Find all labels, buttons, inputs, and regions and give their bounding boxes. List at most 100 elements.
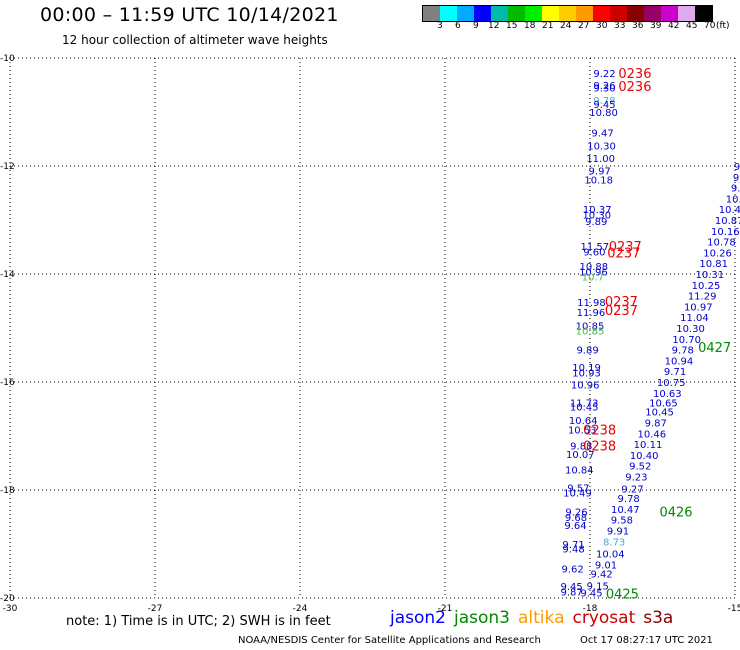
- scale-label: 27: [578, 21, 590, 31]
- wave-height-value: 9.52: [629, 462, 651, 473]
- wave-height-value: 10.87: [715, 216, 740, 227]
- credit-line: NOAA/NESDIS Center for Satellite Applica…: [238, 635, 541, 646]
- wave-height-observations: 9.229.269.309.789.4510.809.4710.3011.009…: [561, 69, 740, 599]
- scale-swatch: [457, 6, 474, 21]
- wave-height-value: 9.23: [625, 473, 647, 484]
- lat-tick-label: -20: [0, 594, 15, 604]
- wave-height-value: 10.80: [589, 108, 618, 119]
- lat-tick-label: -16: [0, 378, 15, 388]
- scale-swatch: [695, 6, 712, 21]
- wave-height-value: 9.8: [731, 184, 740, 195]
- lon-tick-label: -27: [148, 604, 163, 614]
- wave-height-value: 9.42: [590, 570, 612, 581]
- lon-tick-label: -30: [3, 604, 18, 614]
- satellite-legend: jason2 jason3 altika cryosat s3a: [390, 608, 681, 628]
- wave-height-value: 11.98: [577, 298, 606, 309]
- wave-height-value: 9.78: [593, 96, 615, 107]
- wave-height-value: 9.78: [672, 346, 694, 357]
- wave-height-value: 9.45: [593, 100, 615, 111]
- lon-tick-label: -18: [583, 604, 598, 614]
- wave-height-value: 9.62: [561, 564, 583, 575]
- pass-time-label: 0427: [698, 341, 731, 356]
- lon-tick-label: -15: [728, 604, 740, 614]
- scale-label: 42: [668, 21, 680, 31]
- wave-height-value: 10.93: [572, 368, 601, 379]
- wave-height-value: 10.96: [579, 267, 608, 278]
- map-grid: [9, 57, 736, 599]
- wave-height-value: 10.97: [684, 302, 713, 313]
- wave-height-value: 10.30: [676, 324, 705, 335]
- scale-swatch: [678, 6, 695, 21]
- wave-height-value: 10.84: [565, 465, 594, 476]
- wave-height-value: 9.45: [580, 589, 602, 600]
- scale-swatch: [423, 6, 440, 21]
- wave-height-value: 11.96: [577, 308, 606, 319]
- legend-cryosat: cryosat: [572, 608, 636, 628]
- scale-swatch: [559, 6, 576, 21]
- generation-timestamp: Oct 17 08:27:17 UTC 2021: [580, 635, 713, 646]
- scale-swatch: [627, 6, 644, 21]
- map-subtitle: 12 hour collection of altimeter wave hei…: [62, 33, 328, 47]
- lat-tick-label: -12: [0, 162, 15, 172]
- scale-label: 9: [473, 21, 479, 31]
- scale-swatch: [508, 6, 525, 21]
- wave-height-value: 10.25: [692, 281, 721, 292]
- wave-height-value: 10.19: [572, 363, 601, 374]
- wave-height-value: 9.88: [570, 442, 592, 453]
- wave-height-value: 9.15: [587, 582, 609, 593]
- satellite-pass-times: 0236023602370237023702370238023804270426…: [583, 67, 731, 603]
- legend-jason3: jason3: [454, 608, 510, 628]
- wave-height-value: 11.57: [581, 242, 610, 253]
- wave-height-value: 9.89: [576, 346, 598, 357]
- legend-s3a: s3a: [643, 608, 674, 628]
- scale-label: (ft): [716, 21, 730, 31]
- wave-height-value: 10.16: [711, 227, 740, 238]
- wave-height-value: 9.58: [611, 516, 633, 527]
- wave-height-value: 10.78: [707, 238, 736, 249]
- wave-height-value: 10.37: [583, 205, 612, 216]
- pass-time-label: 0238: [583, 424, 616, 439]
- wave-height-value: 9.78: [618, 494, 640, 505]
- wave-height-color-scale: [422, 5, 713, 22]
- wave-height-value: 10.04: [596, 550, 625, 561]
- wave-height-value: 10.30: [587, 141, 616, 152]
- wave-height-value: 8.73: [603, 537, 625, 548]
- pass-time-label: 0236: [618, 67, 651, 82]
- wave-height-value: 9.68: [565, 513, 587, 524]
- scale-swatch: [576, 6, 593, 21]
- pass-time-label: 0237: [609, 240, 642, 255]
- wave-height-value: 9.91: [607, 527, 629, 538]
- scale-swatch: [542, 6, 559, 21]
- pass-time-label: 0425: [606, 588, 639, 603]
- wave-height-value: 9.9: [734, 162, 740, 173]
- wave-height-value: 10.2: [726, 194, 740, 205]
- scale-label: 6: [455, 21, 461, 31]
- lon-tick-label: -24: [293, 604, 308, 614]
- scale-label: 12: [488, 21, 500, 31]
- wave-height-value: 9.71: [664, 367, 686, 378]
- wave-height-value: 10.46: [638, 429, 667, 440]
- wave-height-value: 9.47: [591, 129, 613, 140]
- wave-height-value: 10.94: [665, 356, 694, 367]
- wave-height-value: 11.73: [570, 399, 599, 410]
- wave-height-value: 9.26: [593, 81, 615, 92]
- wave-height-value: 9.01: [595, 561, 617, 572]
- legend-jason2: jason2: [390, 608, 446, 628]
- wave-height-value: 10.64: [569, 416, 598, 427]
- wave-height-value: 9.26: [565, 508, 587, 519]
- wave-height-value: 9.60: [583, 247, 605, 258]
- wave-height-value: 10.40: [630, 451, 659, 462]
- units-note: note: 1) Time is in UTC; 2) SWH is in fe…: [66, 614, 331, 629]
- scale-swatch: [610, 6, 627, 21]
- wave-height-value: 9.64: [564, 521, 586, 532]
- wave-height-value: 11.04: [680, 313, 709, 324]
- wave-height-value: 10.85: [576, 327, 605, 338]
- wave-height-value: 10.40: [719, 205, 740, 216]
- wave-height-value: 10.47: [611, 505, 640, 516]
- pass-time-label: 0237: [605, 304, 638, 319]
- wave-height-value: 9.27: [621, 484, 643, 495]
- wave-height-value: 10.75: [657, 378, 686, 389]
- lat-tick-label: -10: [0, 54, 15, 64]
- wave-height-value: 10.30: [582, 211, 611, 222]
- scale-label: 15: [506, 21, 518, 31]
